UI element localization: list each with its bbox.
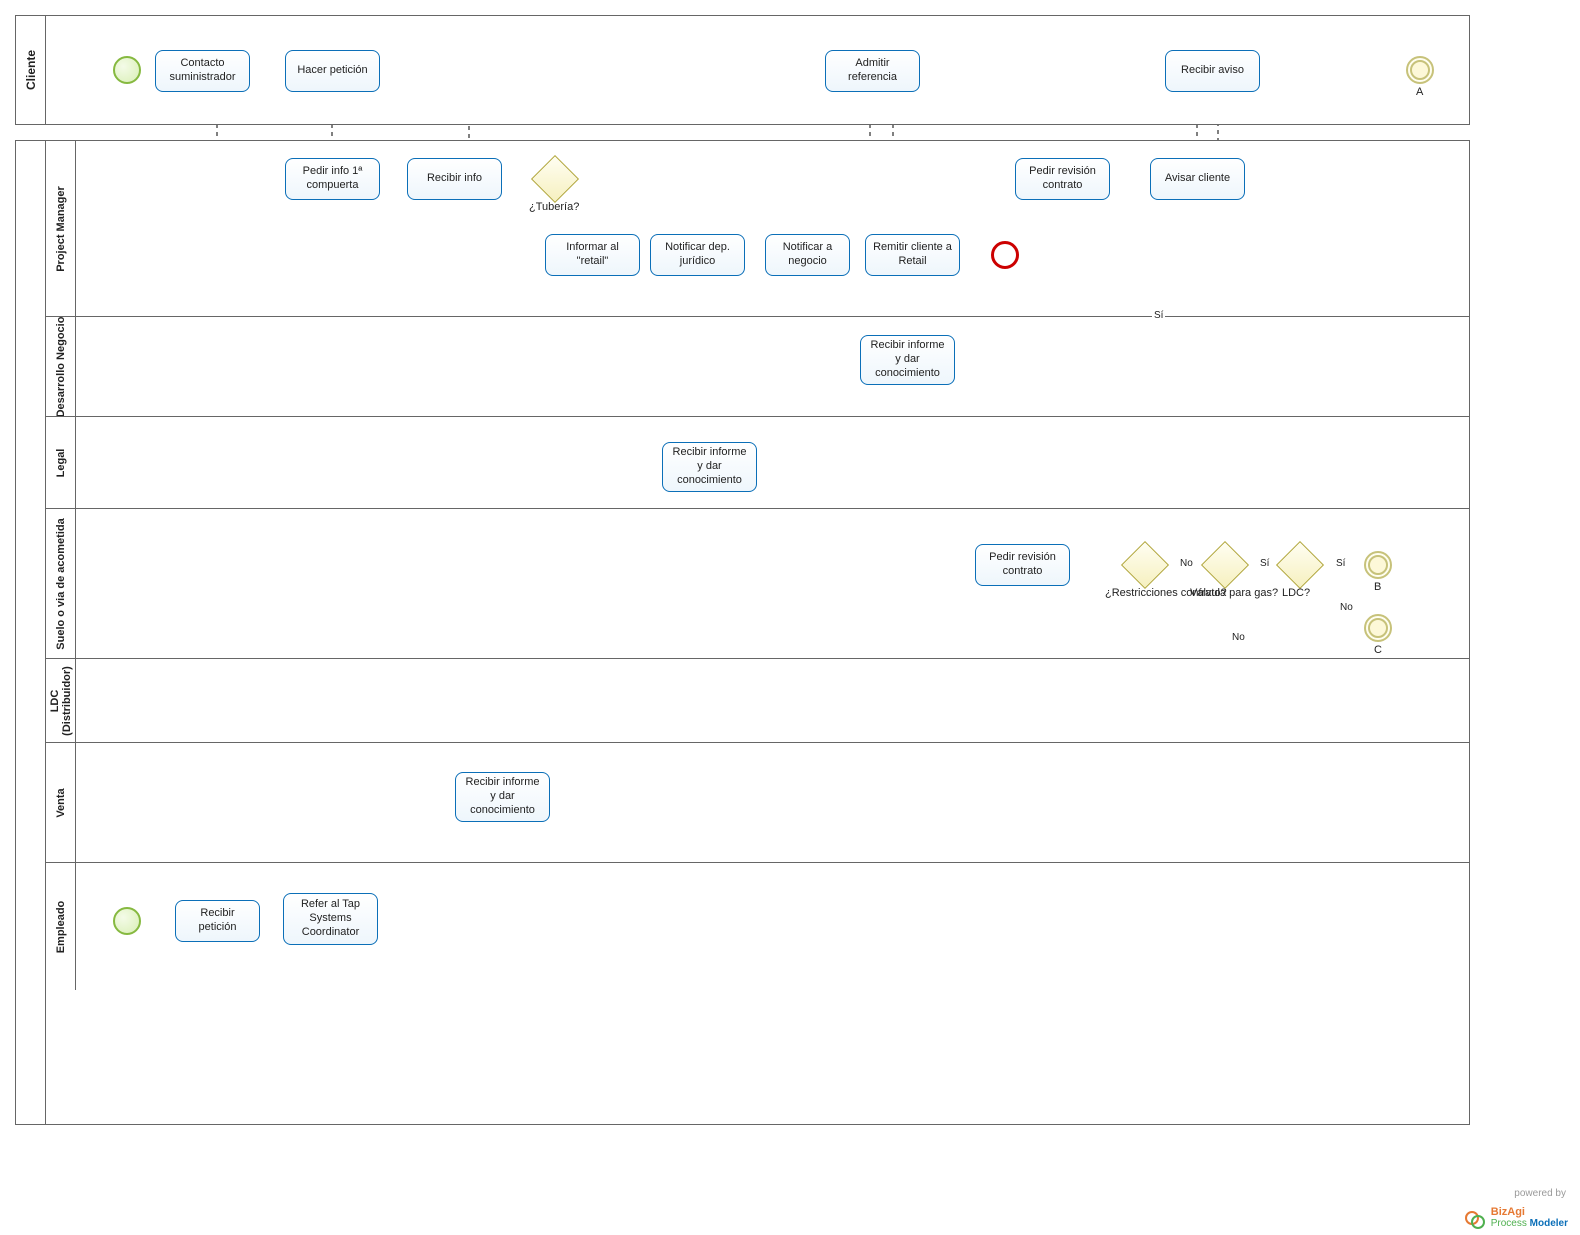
task-contacto-suministrador: Contacto suministrador	[155, 50, 250, 92]
task-remitir-cliente-retail: Remitir cliente a Retail	[865, 234, 960, 276]
task-label: Admitir referencia	[832, 57, 913, 85]
task-label: Recibir petición	[182, 907, 253, 935]
task-recibir-info: Recibir info	[407, 158, 502, 200]
footer-brand-line1: BizAgi	[1491, 1206, 1568, 1218]
lane-title-venta: Venta	[55, 788, 67, 817]
task-recibir-informe-legal: Recibir informe y dar conocimiento	[662, 442, 757, 492]
task-label: Recibir informe y dar conocimiento	[669, 446, 750, 487]
task-label: Pedir info 1ª compuerta	[292, 165, 373, 193]
lane-title-desneg: Desarrollo Negocio	[55, 316, 67, 417]
gateway-valvula-label: Válvula para gas?	[1190, 587, 1278, 599]
end-event-a-label: A	[1416, 86, 1423, 98]
gateway-tuberia	[538, 162, 572, 196]
task-notificar-negocio: Notificar a negocio	[765, 234, 850, 276]
lane-ldc: LDC(Distribuidor)	[46, 658, 1469, 742]
task-pedir-info-1-compuerta: Pedir info 1ª compuerta	[285, 158, 380, 200]
powered-by-label: powered by	[1514, 1188, 1566, 1199]
task-refer-tap-systems-coordinator: Refer al Tap Systems Coordinator	[283, 893, 378, 945]
pool-org: Project Manager Desarrollo Negocio Legal Su…	[15, 140, 1470, 1125]
task-avisar-cliente: Avisar cliente	[1150, 158, 1245, 200]
lane-legal: Legal	[46, 416, 1469, 508]
task-admitir-referencia: Admitir referencia	[825, 50, 920, 92]
footer-brand: BizAgi Process Modeler	[1465, 1206, 1568, 1229]
task-informar-retail: Informar al "retail"	[545, 234, 640, 276]
task-label: Notificar a negocio	[772, 241, 843, 269]
gateway-restricciones-contrato	[1128, 548, 1162, 582]
footer-brand-line2: Process Modeler	[1491, 1218, 1568, 1229]
lane-title-suelo: Suelo o via de acometida	[55, 518, 67, 649]
lane-pm: Project Manager	[46, 141, 1469, 316]
task-pedir-revision-contrato-pm: Pedir revisión contrato	[1015, 158, 1110, 200]
end-event-a	[1406, 56, 1434, 84]
end-event-c-label: C	[1374, 644, 1382, 656]
task-recibir-aviso: Recibir aviso	[1165, 50, 1260, 92]
lane-title-ldc: LDC(Distribuidor)	[48, 666, 72, 736]
bizagi-logo-icon	[1465, 1209, 1483, 1227]
lane-venta: Venta	[46, 742, 1469, 862]
edge-label: Sí	[1152, 310, 1165, 321]
edge-label: Sí	[1258, 558, 1271, 569]
task-label: Recibir info	[427, 172, 482, 186]
lane-title-legal: Legal	[55, 448, 67, 477]
task-label: Avisar cliente	[1165, 172, 1230, 186]
lane-title-empleado: Empleado	[55, 900, 67, 953]
start-event-cliente	[113, 56, 141, 84]
gateway-ldc	[1283, 548, 1317, 582]
lane-title-pm: Project Manager	[55, 186, 67, 272]
edge-label: No	[1178, 558, 1195, 569]
task-label: Informar al "retail"	[552, 241, 633, 269]
pool-title-cliente: Cliente	[24, 50, 38, 90]
edge-label: No	[1230, 632, 1247, 643]
task-label: Recibir informe y dar conocimiento	[462, 776, 543, 817]
diagram-canvas: Cliente Project Manager Desarrollo Negoci…	[0, 0, 1580, 1235]
end-event-c	[1364, 614, 1392, 642]
task-label: Hacer petición	[297, 64, 367, 78]
task-label: Contacto suministrador	[162, 57, 243, 85]
end-event-b-label: B	[1374, 581, 1381, 593]
footer-brand-text: BizAgi Process Modeler	[1491, 1206, 1568, 1229]
task-recibir-informe-desarrollo-negocio: Recibir informe y dar conocimiento	[860, 335, 955, 385]
edge-label: Sí	[1334, 558, 1347, 569]
task-label: Refer al Tap Systems Coordinator	[290, 898, 371, 939]
lane-desneg: Desarrollo Negocio	[46, 316, 1469, 416]
start-event-empleado	[113, 907, 141, 935]
gateway-valvula-gas	[1208, 548, 1242, 582]
pool-header-org	[16, 141, 46, 1124]
lane-suelo: Suelo o via de acometida	[46, 508, 1469, 658]
gateway-tuberia-label: ¿Tubería?	[529, 201, 579, 213]
task-hacer-peticion: Hacer petición	[285, 50, 380, 92]
end-event-b	[1364, 551, 1392, 579]
task-label: Pedir revisión contrato	[1022, 165, 1103, 193]
task-label: Pedir revisión contrato	[982, 551, 1063, 579]
task-recibir-peticion: Recibir petición	[175, 900, 260, 942]
task-label: Recibir informe y dar conocimiento	[867, 339, 948, 380]
pool-header-cliente: Cliente	[16, 16, 46, 124]
edge-label: No	[1338, 602, 1355, 613]
task-pedir-revision-contrato-suelo: Pedir revisión contrato	[975, 544, 1070, 586]
gateway-ldc-label: LDC?	[1282, 587, 1310, 599]
task-label: Remitir cliente a Retail	[872, 241, 953, 269]
end-event-terminate	[991, 241, 1019, 269]
task-label: Notificar dep. jurídico	[657, 241, 738, 269]
task-notificar-dep-juridico: Notificar dep. jurídico	[650, 234, 745, 276]
task-label: Recibir aviso	[1181, 64, 1244, 78]
task-recibir-informe-venta: Recibir informe y dar conocimiento	[455, 772, 550, 822]
